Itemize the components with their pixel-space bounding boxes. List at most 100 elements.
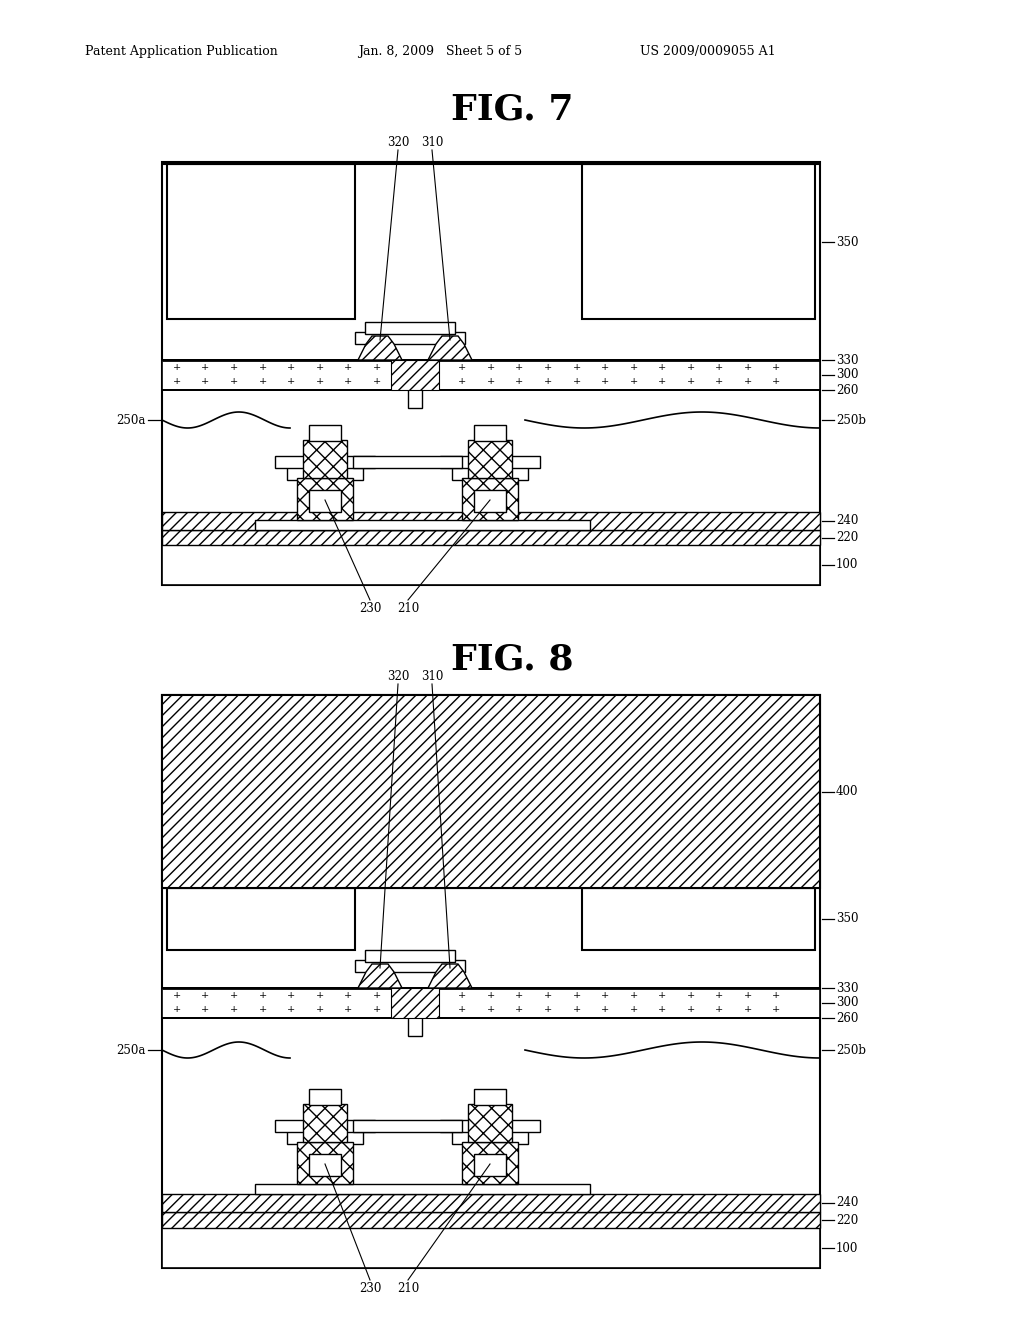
Text: +: + (315, 1005, 324, 1014)
Text: +: + (572, 376, 581, 385)
Bar (162, 987, 820, 1018)
Text: +: + (601, 376, 609, 385)
Bar (162, 696, 820, 888)
Text: +: + (430, 363, 438, 371)
Bar (162, 545, 820, 585)
Bar (355, 333, 465, 345)
Text: +: + (515, 376, 523, 385)
Bar (365, 950, 455, 962)
Text: +: + (287, 363, 295, 371)
Text: +: + (202, 363, 210, 371)
Bar (275, 455, 375, 469)
Text: 300: 300 (836, 997, 858, 1010)
Bar (582, 888, 815, 950)
Text: +: + (258, 376, 267, 385)
Bar (162, 360, 820, 389)
Text: +: + (572, 363, 581, 371)
Text: +: + (459, 363, 467, 371)
Text: +: + (658, 990, 667, 999)
Text: 210: 210 (397, 1282, 419, 1295)
Bar (468, 1104, 512, 1142)
Bar (408, 360, 422, 408)
Bar (353, 455, 462, 469)
Text: +: + (715, 363, 724, 371)
Text: +: + (459, 376, 467, 385)
Text: +: + (401, 1005, 410, 1014)
Text: +: + (515, 990, 523, 999)
Bar (162, 696, 820, 1269)
Text: 310: 310 (421, 136, 443, 149)
Text: +: + (315, 376, 324, 385)
Text: 320: 320 (387, 669, 410, 682)
Bar (474, 1089, 506, 1105)
Text: +: + (486, 363, 496, 371)
Text: +: + (173, 990, 181, 999)
Text: +: + (544, 1005, 552, 1014)
Text: +: + (630, 376, 638, 385)
Text: +: + (373, 376, 381, 385)
Bar (287, 466, 362, 480)
Text: Patent Application Publication: Patent Application Publication (85, 45, 278, 58)
Text: +: + (459, 1005, 467, 1014)
Bar (474, 490, 506, 512)
Text: +: + (344, 990, 352, 999)
Text: +: + (202, 990, 210, 999)
Text: 260: 260 (836, 384, 858, 396)
Polygon shape (358, 337, 402, 360)
Text: +: + (173, 1005, 181, 1014)
Text: +: + (373, 1005, 381, 1014)
Text: +: + (373, 363, 381, 371)
Bar (167, 164, 355, 319)
Text: 230: 230 (358, 602, 381, 615)
Bar (309, 490, 341, 512)
Text: +: + (287, 990, 295, 999)
Text: +: + (772, 363, 780, 371)
Text: +: + (230, 1005, 239, 1014)
Text: +: + (572, 1005, 581, 1014)
Bar (462, 478, 518, 520)
Bar (297, 478, 353, 520)
Text: +: + (430, 1005, 438, 1014)
Text: +: + (687, 376, 695, 385)
Text: +: + (772, 376, 780, 385)
Bar (275, 1119, 375, 1133)
Bar (255, 520, 590, 531)
Text: 330: 330 (836, 354, 858, 367)
Text: +: + (486, 376, 496, 385)
Text: +: + (772, 1005, 780, 1014)
Bar (452, 1130, 528, 1144)
Text: FIG. 8: FIG. 8 (451, 643, 573, 677)
Text: 240: 240 (836, 515, 858, 528)
Text: 320: 320 (387, 136, 410, 149)
Bar (355, 960, 465, 972)
Text: +: + (544, 990, 552, 999)
Bar (462, 1142, 518, 1184)
Text: +: + (715, 376, 724, 385)
Bar (440, 1119, 540, 1133)
Text: +: + (344, 376, 352, 385)
Bar (162, 1212, 820, 1228)
Text: +: + (772, 990, 780, 999)
Text: 100: 100 (836, 1242, 858, 1254)
Text: +: + (401, 990, 410, 999)
Text: +: + (287, 1005, 295, 1014)
Bar (365, 322, 455, 334)
Bar (582, 164, 815, 319)
Text: +: + (459, 990, 467, 999)
Bar (353, 1119, 462, 1133)
Text: +: + (287, 376, 295, 385)
Text: +: + (258, 363, 267, 371)
Text: 250a: 250a (117, 1044, 146, 1056)
Bar (391, 360, 439, 389)
Text: +: + (630, 1005, 638, 1014)
Text: 250a: 250a (117, 413, 146, 426)
Bar (309, 1154, 341, 1176)
Text: +: + (515, 363, 523, 371)
Text: +: + (658, 1005, 667, 1014)
Bar (468, 440, 512, 478)
Text: +: + (486, 990, 496, 999)
Text: +: + (572, 990, 581, 999)
Text: +: + (401, 376, 410, 385)
Text: +: + (315, 990, 324, 999)
Text: 230: 230 (358, 1282, 381, 1295)
